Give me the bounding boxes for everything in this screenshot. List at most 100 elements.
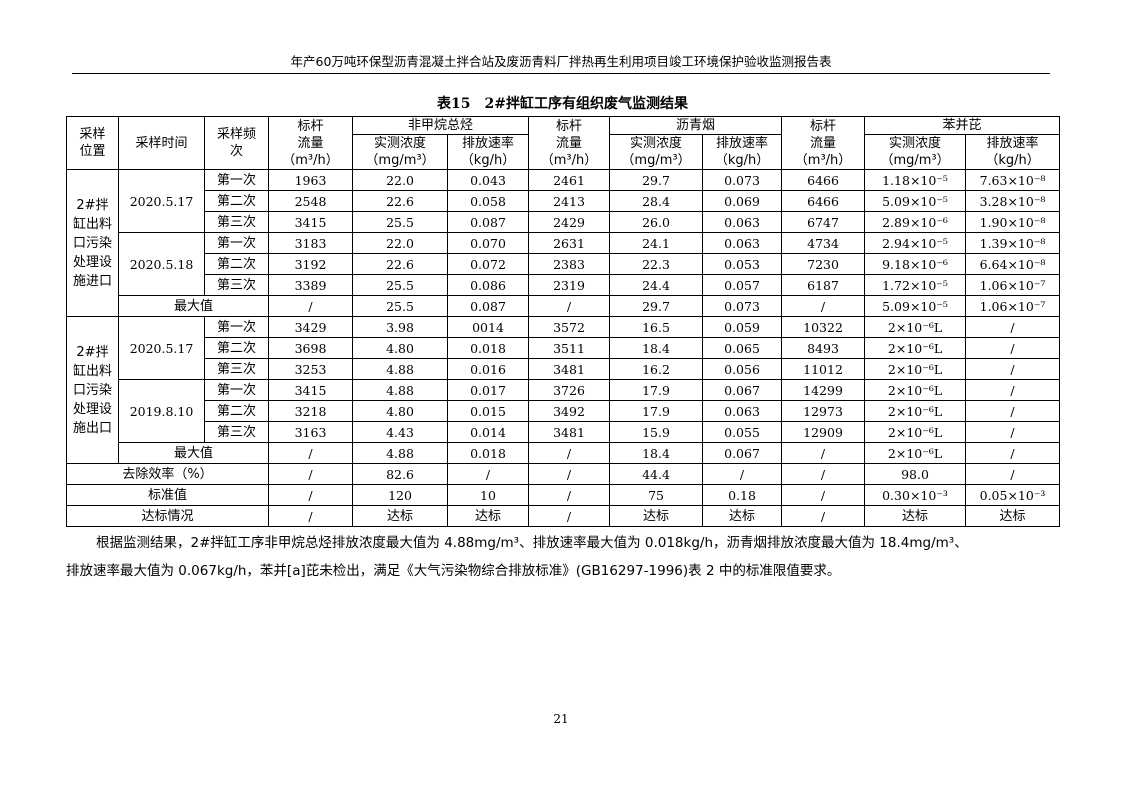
frequency-cell: 第三次 <box>204 421 269 443</box>
flow-cell: 3492 <box>528 400 611 422</box>
header-line: 标杆 <box>556 118 583 134</box>
fume-conc-cell: 26.0 <box>609 211 704 233</box>
fume-conc-cell: 16.5 <box>609 316 704 338</box>
fume-conc-cell: 75 <box>609 484 704 506</box>
nmhc-rate-cell: 0.014 <box>446 421 530 443</box>
header-line: （m³/h） <box>282 152 339 168</box>
flow-cell: 6187 <box>781 274 866 296</box>
header-flow: 标杆 流量 （m³/h） <box>528 116 611 170</box>
flow-cell: 3218 <box>268 400 353 422</box>
flow-cell: 2319 <box>528 274 611 296</box>
bap-conc-cell: 9.18×10⁻⁶ <box>864 253 967 275</box>
header-line: （kg/h） <box>985 153 1040 168</box>
flow-cell: 10322 <box>781 316 866 338</box>
flow-cell: 2383 <box>528 253 611 275</box>
bap-conc-cell: 2×10⁻⁶L <box>864 316 967 338</box>
nmhc-conc-cell: 4.43 <box>352 421 448 443</box>
bap-rate-cell: / <box>965 400 1061 422</box>
fume-conc-cell: 18.4 <box>609 442 704 464</box>
bap-rate-cell: / <box>965 421 1061 443</box>
fume-conc-cell: 22.3 <box>609 253 704 275</box>
nmhc-conc-cell: 25.5 <box>352 211 448 233</box>
flow-cell: 6466 <box>781 190 866 212</box>
nmhc-rate-cell: 0.087 <box>446 295 530 317</box>
bap-rate-cell: 3.28×10⁻⁸ <box>965 190 1061 212</box>
header-line: 排放速率 <box>986 136 1039 151</box>
nmhc-conc-cell: 4.88 <box>352 442 448 464</box>
bap-conc-cell: 2.94×10⁻⁵ <box>864 232 967 254</box>
frequency-cell: 第二次 <box>204 253 269 275</box>
fume-rate-cell: 0.073 <box>702 295 783 317</box>
flow-cell: / <box>781 442 866 464</box>
bap-conc-cell: 2×10⁻⁶L <box>864 358 967 380</box>
nmhc-rate-cell: 0.016 <box>446 358 530 380</box>
header-group-benzopyrene: 苯并芘 <box>864 116 1061 135</box>
header-frequency: 采样频次 <box>204 116 269 170</box>
table-row: 2019.8.10 第一次 3415 4.88 0.017 3726 17.9 0.067 14… <box>67 379 1061 443</box>
header-line: 流量 <box>297 135 324 151</box>
header-line: 流量 <box>556 135 583 151</box>
table-body: 2#拌缸出料口污染处理设施进口 2020.5.17 第一次 1963 22.0 0.043… <box>66 169 1061 527</box>
header-line: 实测浓度 <box>889 136 942 151</box>
header-line: （kg/h） <box>460 153 516 168</box>
header-line: （m³/h） <box>540 152 598 168</box>
flow-cell: / <box>781 463 866 485</box>
flow-cell: 3192 <box>268 253 353 275</box>
fume-rate-cell: 达标 <box>702 505 783 527</box>
nmhc-conc-cell: 达标 <box>352 505 448 527</box>
flow-cell: / <box>528 295 611 317</box>
bap-conc-cell: 5.09×10⁻⁵ <box>864 190 967 212</box>
header-line: 标杆 <box>810 118 837 134</box>
table-row: 第二次 3218 4.80 0.015 3492 17.9 0.063 12973 2×10⁻⁶… <box>67 400 1061 422</box>
flow-cell: / <box>268 505 353 527</box>
flow-cell: 6466 <box>781 169 866 191</box>
flow-cell: 3572 <box>528 316 611 338</box>
flow-cell: 2413 <box>528 190 611 212</box>
flow-cell: / <box>528 442 611 464</box>
flow-cell: / <box>268 442 353 464</box>
flow-cell: 12973 <box>781 400 866 422</box>
table-row: 第三次 3253 4.88 0.016 3481 16.2 0.056 11012 2×10⁻⁶… <box>67 358 1061 380</box>
header-rate: 排放速率 （kg/h） <box>965 134 1061 170</box>
nmhc-conc-cell: 22.6 <box>352 190 448 212</box>
flow-cell: 8493 <box>781 337 866 359</box>
monitoring-results-table: 采样位置 采样时间 采样频次 标杆 流量 （m³/h） 非甲烷总烃 标杆 流量 （m³/… <box>66 116 1061 527</box>
nmhc-rate-cell: 0.018 <box>446 442 530 464</box>
flow-cell: 7230 <box>781 253 866 275</box>
fume-rate-cell: 0.067 <box>702 379 783 401</box>
bap-rate-cell: / <box>965 337 1061 359</box>
nmhc-rate-cell: 0.043 <box>446 169 530 191</box>
nmhc-conc-cell: 4.88 <box>352 379 448 401</box>
date-cell: 2020.5.17 <box>118 169 205 233</box>
table-row: 第二次 2548 22.6 0.058 2413 28.4 0.069 6466 5.09×10… <box>67 190 1061 212</box>
max-row: 最大值/4.88 0.018/18.4 0.067/2×10⁻⁶L / <box>67 442 1061 464</box>
summary-label: 标准值 <box>66 484 269 506</box>
fume-conc-cell: 16.2 <box>609 358 704 380</box>
conclusion-paragraph-line-1: 根据监测结果，2#拌缸工序非甲烷总烃排放浓度最大值为 4.88mg/m³、排放速… <box>96 535 968 551</box>
flow-cell: 3415 <box>268 379 353 401</box>
fume-rate-cell: 0.056 <box>702 358 783 380</box>
fume-conc-cell: 达标 <box>609 505 704 527</box>
bap-conc-cell: 1.18×10⁻⁵ <box>864 169 967 191</box>
bap-conc-cell: 5.09×10⁻⁵ <box>864 295 967 317</box>
table-row: 第二次 3698 4.80 0.018 3511 18.4 0.065 8493 2×10⁻⁶L… <box>67 337 1061 359</box>
flow-cell: 3389 <box>268 274 353 296</box>
bap-rate-cell: / <box>965 358 1061 380</box>
flow-cell: 3415 <box>268 211 353 233</box>
flow-cell: / <box>268 295 353 317</box>
frequency-cell: 第一次 <box>204 169 269 191</box>
header-line: 标杆 <box>297 118 324 134</box>
flow-cell: 1963 <box>268 169 353 191</box>
bap-conc-cell: 2×10⁻⁶L <box>864 421 967 443</box>
bap-rate-cell: / <box>965 316 1061 338</box>
fume-conc-cell: 24.1 <box>609 232 704 254</box>
bap-conc-cell: 2×10⁻⁶L <box>864 400 967 422</box>
fume-rate-cell: 0.063 <box>702 400 783 422</box>
page-number: 21 <box>553 712 569 726</box>
header-group-asphalt-fume: 沥青烟 <box>609 116 783 135</box>
frequency-cell: 第二次 <box>204 337 269 359</box>
frequency-cell: 第一次 <box>204 232 269 254</box>
flow-cell: 3726 <box>528 379 611 401</box>
bap-conc-cell: 2×10⁻⁶L <box>864 337 967 359</box>
